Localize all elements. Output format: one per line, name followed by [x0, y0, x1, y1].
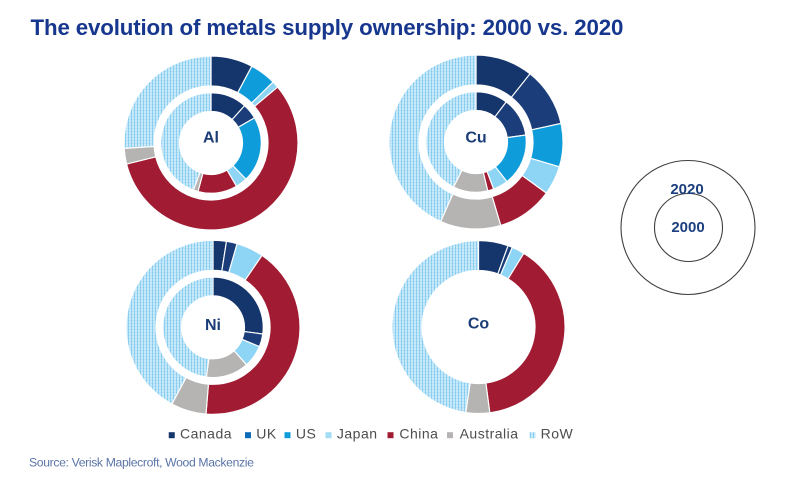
svg-text:US: US [296, 426, 316, 442]
svg-text:RoW: RoW [541, 426, 574, 442]
svg-text:Ni: Ni [205, 317, 221, 334]
svg-text:The evolution of metals supply: The evolution of metals supply ownership… [31, 15, 624, 40]
svg-text:Co: Co [468, 315, 490, 332]
svg-text:Cu: Cu [465, 130, 486, 147]
svg-text:Source: Verisk Maplecroft, Woo: Source: Verisk Maplecroft, Wood Mackenzi… [29, 455, 254, 469]
svg-text:China: China [399, 426, 438, 442]
svg-text:Al: Al [203, 130, 219, 147]
svg-text:Australia: Australia [460, 426, 519, 442]
svg-text:UK: UK [256, 426, 277, 442]
svg-text:2000: 2000 [671, 219, 704, 236]
svg-text:Canada: Canada [180, 426, 232, 442]
svg-text:Japan: Japan [337, 426, 378, 442]
svg-text:2020: 2020 [670, 181, 703, 198]
